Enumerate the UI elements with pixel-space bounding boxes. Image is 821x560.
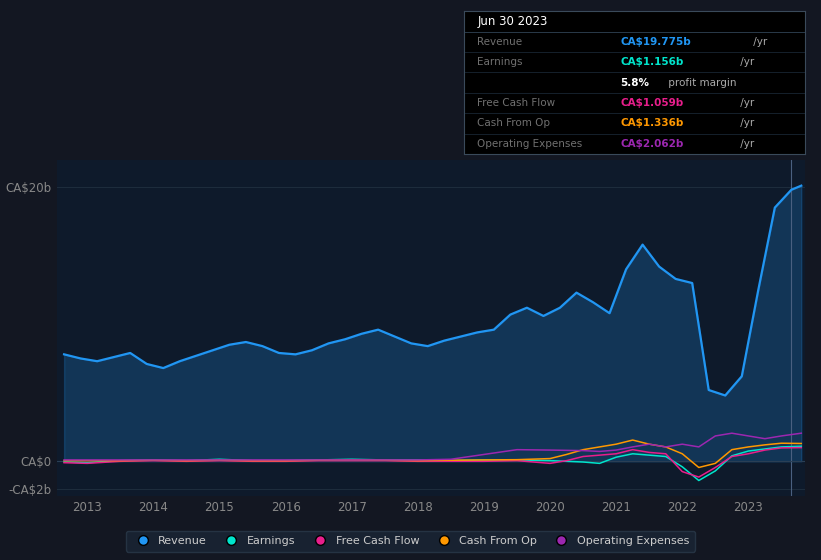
Text: /yr: /yr bbox=[737, 139, 754, 149]
Text: /yr: /yr bbox=[737, 98, 754, 108]
Text: CA$2.062b: CA$2.062b bbox=[621, 139, 684, 149]
Text: Earnings: Earnings bbox=[478, 57, 523, 67]
Text: Jun 30 2023: Jun 30 2023 bbox=[478, 15, 548, 28]
Text: /yr: /yr bbox=[737, 118, 754, 128]
Text: Operating Expenses: Operating Expenses bbox=[478, 139, 583, 149]
Text: CA$19.775b: CA$19.775b bbox=[621, 37, 691, 47]
Text: CA$1.059b: CA$1.059b bbox=[621, 98, 684, 108]
Text: profit margin: profit margin bbox=[665, 78, 736, 87]
Text: /yr: /yr bbox=[737, 57, 754, 67]
Text: 5.8%: 5.8% bbox=[621, 78, 649, 87]
Text: /yr: /yr bbox=[750, 37, 768, 47]
Text: Cash From Op: Cash From Op bbox=[478, 118, 551, 128]
Text: Free Cash Flow: Free Cash Flow bbox=[478, 98, 556, 108]
Text: CA$1.156b: CA$1.156b bbox=[621, 57, 684, 67]
Text: Revenue: Revenue bbox=[478, 37, 523, 47]
Legend: Revenue, Earnings, Free Cash Flow, Cash From Op, Operating Expenses: Revenue, Earnings, Free Cash Flow, Cash … bbox=[126, 530, 695, 552]
Text: CA$1.336b: CA$1.336b bbox=[621, 118, 684, 128]
